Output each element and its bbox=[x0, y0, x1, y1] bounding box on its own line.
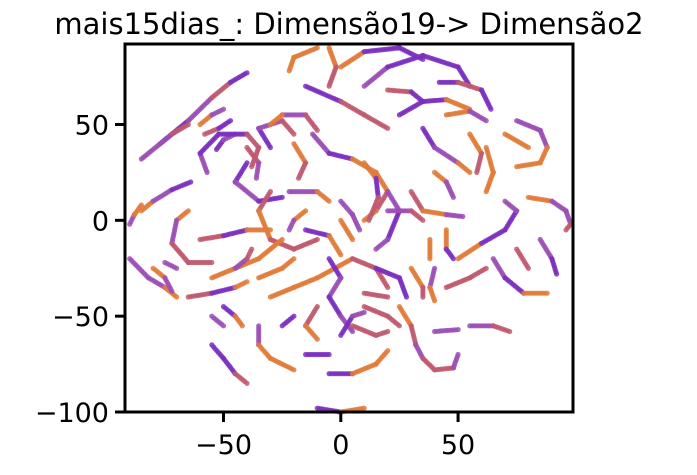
y-tick-label: 0 bbox=[92, 206, 109, 237]
data-point bbox=[338, 252, 344, 258]
data-point bbox=[244, 70, 250, 76]
y-axis: −100 −50 0 50 bbox=[35, 111, 125, 429]
data-point bbox=[169, 288, 175, 294]
data-point bbox=[253, 175, 259, 181]
data-point bbox=[396, 323, 402, 329]
x-tick-label: 50 bbox=[441, 430, 475, 461]
points-layer bbox=[127, 45, 574, 415]
data-point bbox=[349, 328, 356, 335]
data-point bbox=[291, 256, 297, 262]
data-point bbox=[326, 351, 332, 358]
data-point bbox=[286, 68, 292, 74]
y-tick-label: −50 bbox=[52, 302, 109, 333]
data-point bbox=[244, 279, 250, 285]
x-axis: −50 0 50 bbox=[195, 412, 475, 461]
data-point bbox=[244, 380, 250, 386]
data-point bbox=[314, 127, 320, 133]
data-point bbox=[279, 112, 285, 118]
data-point bbox=[385, 328, 391, 335]
data-point bbox=[291, 131, 297, 137]
data-point bbox=[220, 106, 227, 112]
data-point bbox=[209, 259, 215, 266]
data-point bbox=[227, 118, 234, 124]
data-point bbox=[314, 336, 320, 342]
y-tick-label: −100 bbox=[35, 398, 109, 429]
data-point bbox=[544, 290, 550, 296]
data-point bbox=[488, 106, 494, 112]
data-point bbox=[420, 56, 426, 62]
data-point bbox=[361, 309, 367, 315]
plot-frame bbox=[123, 42, 575, 414]
data-point bbox=[483, 189, 489, 195]
data-point bbox=[249, 246, 255, 252]
y-tick-label: 50 bbox=[75, 111, 109, 142]
data-point bbox=[525, 265, 532, 271]
data-point bbox=[455, 351, 461, 358]
data-point bbox=[174, 294, 180, 300]
data-point bbox=[483, 265, 489, 271]
data-point bbox=[420, 294, 426, 300]
data-point bbox=[373, 246, 379, 252]
data-point bbox=[286, 227, 292, 233]
data-point bbox=[427, 256, 433, 262]
data-point bbox=[361, 405, 367, 411]
chart-title: mais15dias_: Dimensão19-> Dimensão2 bbox=[54, 7, 643, 41]
data-point bbox=[279, 236, 285, 243]
data-point bbox=[507, 328, 513, 335]
data-point bbox=[357, 227, 363, 233]
data-point bbox=[514, 164, 520, 170]
data-point bbox=[450, 256, 456, 262]
x-tick-label: −50 bbox=[195, 430, 252, 461]
data-point bbox=[502, 198, 508, 204]
data-point bbox=[279, 194, 285, 200]
x-tick-label: 0 bbox=[332, 430, 349, 461]
data-point bbox=[267, 227, 273, 233]
data-point bbox=[349, 236, 356, 243]
data-point bbox=[138, 202, 144, 208]
data-point bbox=[385, 294, 391, 300]
data-point bbox=[450, 194, 456, 200]
data-point bbox=[249, 164, 255, 170]
data-point bbox=[385, 125, 391, 131]
data-point bbox=[314, 236, 320, 243]
data-point bbox=[174, 265, 180, 271]
data-point bbox=[420, 217, 426, 223]
data-point bbox=[554, 271, 560, 277]
data-point bbox=[188, 179, 194, 185]
data-point bbox=[296, 175, 302, 181]
data-point bbox=[220, 323, 227, 329]
data-point bbox=[239, 323, 245, 329]
data-point bbox=[385, 284, 391, 290]
data-point bbox=[432, 298, 438, 304]
data-point bbox=[361, 217, 367, 223]
data-point bbox=[385, 348, 391, 354]
data-point bbox=[460, 213, 466, 220]
data-point bbox=[474, 169, 480, 175]
data-point bbox=[291, 367, 297, 373]
data-point bbox=[366, 217, 372, 223]
data-point bbox=[563, 227, 569, 233]
data-point bbox=[185, 121, 191, 128]
data-point bbox=[525, 144, 532, 151]
data-point bbox=[326, 83, 332, 89]
data-point bbox=[455, 327, 461, 333]
data-point bbox=[483, 118, 489, 124]
data-point bbox=[403, 294, 410, 300]
data-point bbox=[279, 323, 285, 329]
data-point bbox=[326, 198, 332, 204]
data-point bbox=[467, 169, 473, 175]
